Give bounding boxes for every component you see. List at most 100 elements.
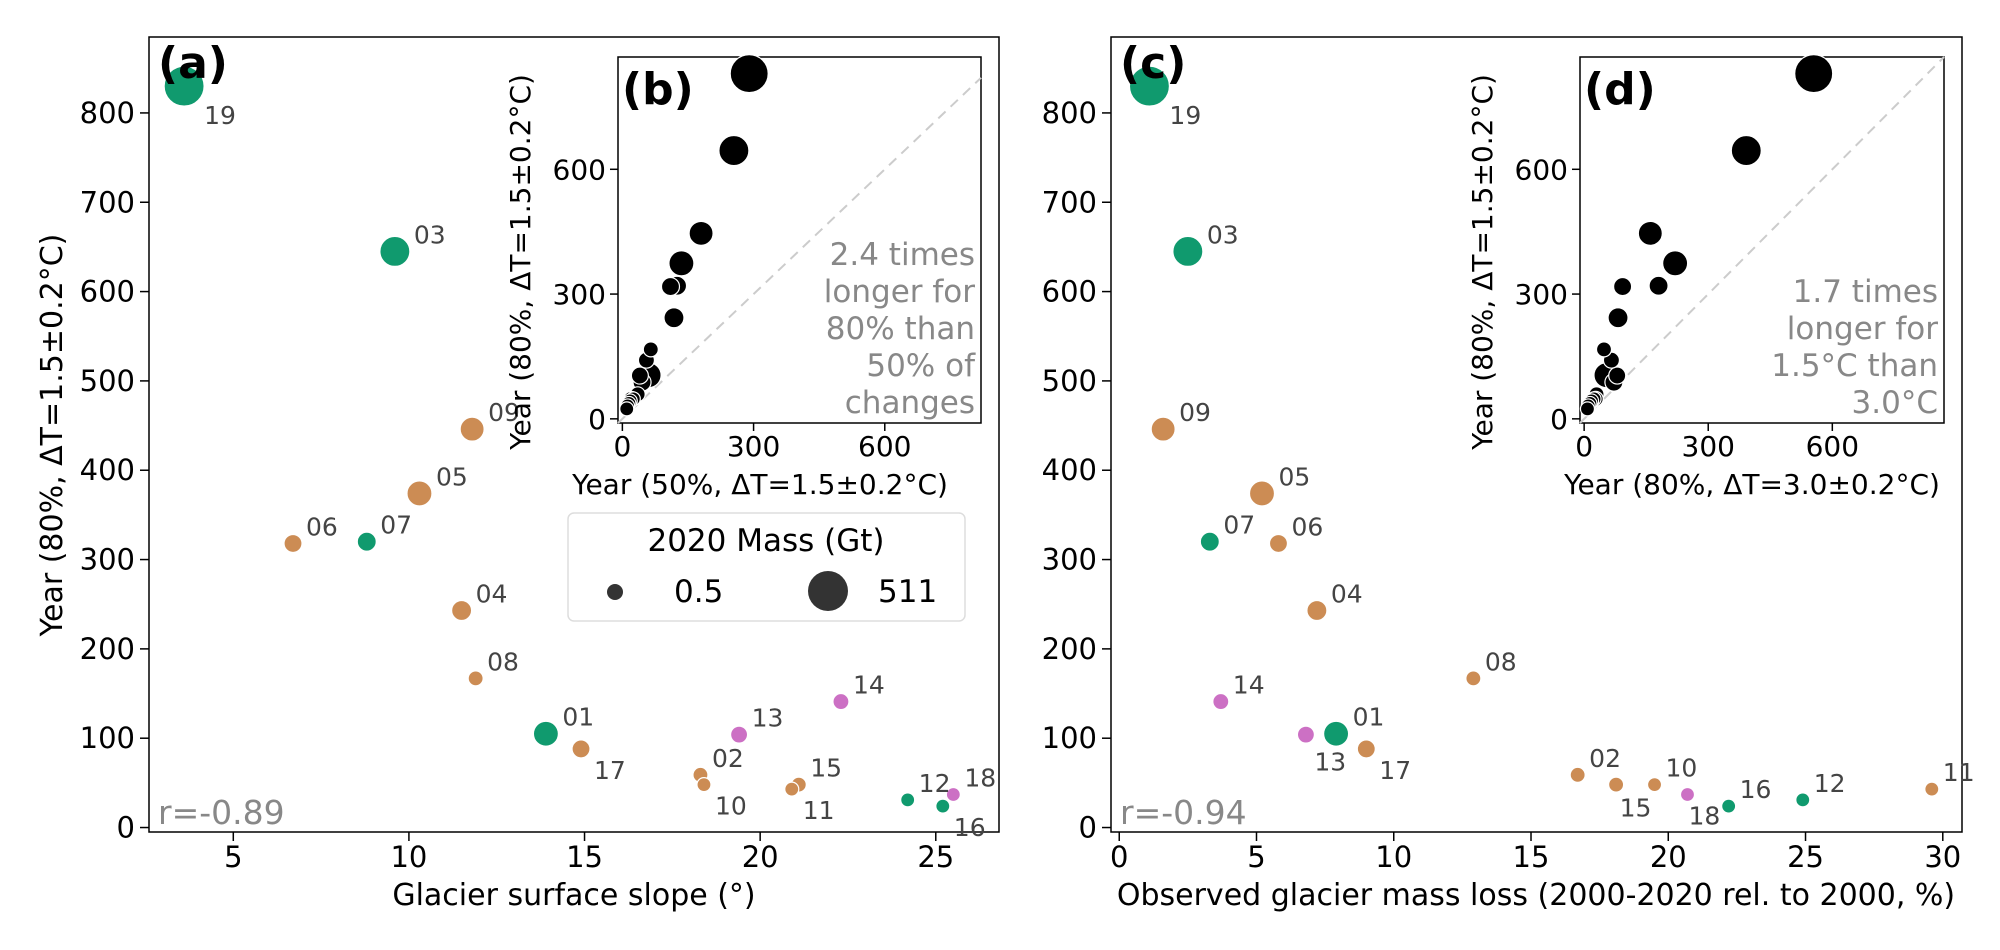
region-point-09	[1150, 416, 1176, 442]
y-tick-label: 100	[80, 721, 135, 755]
region-label-18: 18	[964, 763, 996, 792]
x-tick-label: 20	[742, 840, 779, 874]
inset-point	[630, 366, 649, 385]
region-point-07	[356, 531, 377, 552]
region-point-12	[900, 792, 916, 808]
region-label-15: 15	[810, 754, 842, 783]
x-tick-label: 30	[1924, 840, 1961, 874]
region-point-06	[283, 533, 303, 554]
inset-point	[1608, 366, 1627, 385]
annotation-line: 3.0°C	[1852, 385, 1938, 421]
panel-a-ylabel: Year (80%, ΔT=1.5±0.2°C)	[35, 234, 70, 638]
annotation-line: longer for	[1787, 311, 1938, 347]
y-tick-label: 800	[80, 96, 135, 130]
region-label-09: 09	[488, 398, 520, 427]
region-point-07	[1199, 531, 1220, 552]
region-point-14	[1212, 692, 1230, 711]
panel-b-ylabel: Year (80%, ΔT=1.5±0.2°C)	[504, 74, 537, 451]
inset-point	[729, 54, 769, 94]
panel-d-label: (d)	[1584, 64, 1656, 115]
region-point-15	[1608, 776, 1625, 793]
panel-c-frame	[1110, 36, 1963, 833]
panel-c-label: (c)	[1120, 38, 1186, 89]
legend-box	[567, 512, 966, 622]
region-point-13	[729, 725, 749, 744]
panel-a-label: (a)	[158, 38, 228, 89]
region-label-04: 04	[476, 579, 508, 608]
x-tick-label: 300	[727, 430, 780, 463]
region-point-01	[1323, 720, 1350, 747]
y-tick-label: 500	[80, 364, 135, 398]
region-label-08: 08	[487, 647, 519, 676]
y-tick-label: 200	[1042, 632, 1097, 666]
y-tick-label: 700	[1042, 185, 1097, 219]
y-tick-label: 600	[1042, 275, 1097, 309]
panel-b-ticks: 0 300 600 0 300 600	[553, 153, 912, 463]
inset-point	[663, 307, 685, 329]
region-point-10	[696, 777, 712, 793]
inset-point	[668, 250, 695, 277]
y-tick-label: 0	[1079, 811, 1097, 845]
region-label-13: 13	[752, 704, 784, 733]
panel-b-xlabel: Year (50%, ΔT=1.5±0.2°C)	[571, 468, 948, 501]
region-point-03	[379, 235, 411, 267]
region-label-10: 10	[1666, 754, 1698, 783]
legend-large-marker	[808, 571, 848, 611]
annotation-line: 80% than	[826, 311, 975, 347]
region-point-04	[451, 599, 473, 622]
y-tick-label: 600	[80, 275, 135, 309]
y-tick-label: 500	[1042, 364, 1097, 398]
y-tick-label: 400	[1042, 453, 1097, 487]
y-tick-label: 300	[553, 278, 606, 311]
panel-b-points	[619, 54, 769, 417]
y-tick-label: 300	[80, 543, 135, 577]
region-point-17	[571, 739, 591, 759]
region-point-19	[163, 65, 205, 107]
region-point-13	[1296, 725, 1316, 744]
y-tick-label: 600	[553, 153, 606, 186]
region-label-16: 16	[1740, 775, 1772, 804]
legend-title: 2020 Mass (Gt)	[647, 523, 884, 559]
y-tick-label: 0	[1550, 403, 1568, 436]
region-label-02: 02	[1589, 744, 1621, 773]
region-point-04	[1306, 599, 1328, 622]
inset-point	[718, 134, 750, 167]
region-label-01: 01	[562, 703, 594, 732]
x-tick-label: 5	[1247, 840, 1265, 874]
region-label-05: 05	[1278, 462, 1310, 491]
legend-small-label: 0.5	[674, 574, 723, 610]
region-label-07: 07	[380, 511, 412, 540]
inset-point	[1613, 276, 1633, 297]
x-tick-label: 15	[566, 840, 603, 874]
panel-b-label: (b)	[622, 64, 694, 115]
panel-d-ylabel: Year (80%, ΔT=1.5±0.2°C)	[1466, 74, 1499, 451]
legend: 2020 Mass (Gt) 0.5 511	[567, 512, 966, 622]
region-point-12	[1795, 792, 1811, 808]
annotation-line: changes	[845, 385, 975, 421]
region-label-11: 11	[1943, 758, 1975, 787]
legend-small-marker	[607, 584, 623, 600]
region-point-05	[1248, 480, 1276, 507]
annotation-line: 2.4 times	[830, 237, 975, 273]
panel-c-correlation: r=-0.94	[1120, 793, 1247, 832]
region-point-03	[1172, 235, 1204, 267]
region-point-14	[832, 692, 850, 711]
x-tick-label: 20	[1650, 840, 1687, 874]
y-tick-label: 400	[80, 453, 135, 487]
region-label-07: 07	[1223, 511, 1255, 540]
y-tick-label: 600	[1515, 153, 1568, 186]
inset-point	[1794, 54, 1834, 94]
region-label-13: 13	[1314, 748, 1346, 777]
region-label-12: 12	[1814, 769, 1846, 798]
panel-a-frame	[148, 36, 1000, 833]
region-label-06: 06	[306, 512, 338, 541]
region-label-17: 17	[1379, 756, 1411, 785]
x-tick-label: 300	[1682, 430, 1735, 463]
region-point-01	[532, 720, 560, 747]
panel-d-one-to-one-line	[1579, 56, 1945, 424]
annotation-line: 1.7 times	[1793, 274, 1938, 310]
region-point-18	[945, 786, 961, 803]
